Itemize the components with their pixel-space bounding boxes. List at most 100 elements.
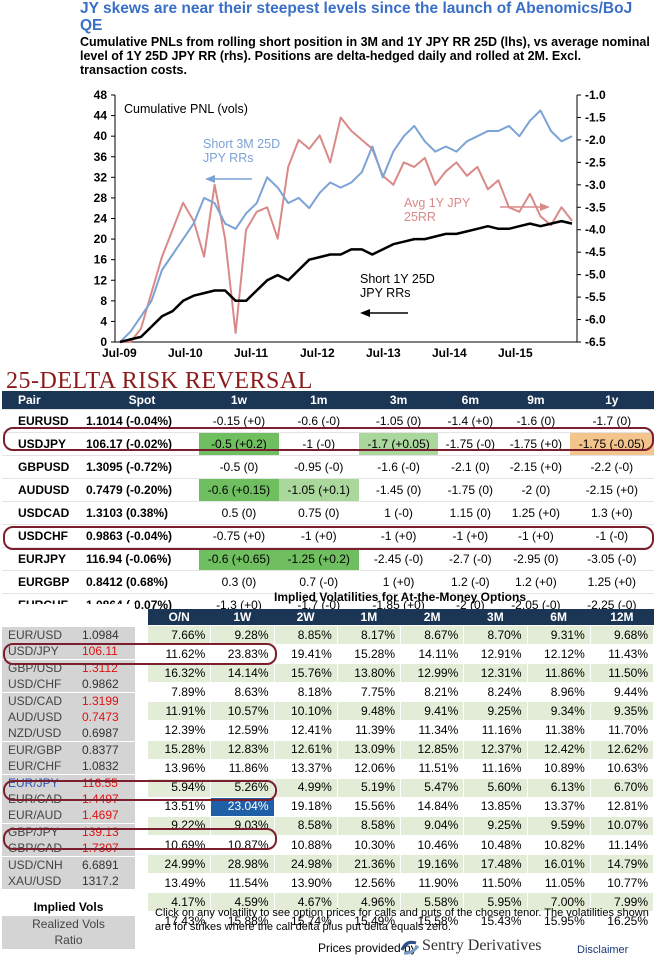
iv-cell[interactable]: 5.47%: [399, 777, 465, 798]
iv-pair-row[interactable]: GBP/USD 1.3112: [2, 659, 135, 676]
iv-cell[interactable]: 8.96%: [526, 682, 591, 703]
iv-cell[interactable]: 14.14%: [210, 663, 275, 684]
iv-cell[interactable]: 6.70%: [589, 777, 655, 798]
iv-cell[interactable]: 9.35%: [589, 701, 655, 722]
iv-cell[interactable]: 13.96%: [146, 758, 212, 779]
iv-cell[interactable]: 12.99%: [399, 663, 465, 684]
iv-cell[interactable]: 11.62%: [146, 644, 212, 665]
iv-cell[interactable]: 12.56%: [336, 873, 402, 894]
iv-cell[interactable]: 8.70%: [463, 624, 528, 646]
iv-cell[interactable]: 11.16%: [463, 758, 528, 779]
iv-pair-row[interactable]: EUR/CAD 1.4497: [2, 791, 135, 808]
iv-cell[interactable]: 5.26%: [210, 777, 275, 798]
rr-row-usdjpy[interactable]: USDJPY 106.17 (-0.02%) -0.5 (+0.2) -1 (-0) -…: [2, 432, 654, 456]
iv-cell[interactable]: 10.57%: [210, 701, 275, 722]
iv-cell[interactable]: 11.70%: [589, 720, 655, 741]
iv-cell[interactable]: 15.88%: [210, 911, 275, 932]
iv-cell[interactable]: 6.13%: [526, 777, 591, 798]
iv-cell[interactable]: 19.18%: [273, 796, 338, 817]
iv-pair-row[interactable]: USD/CHF 0.9862: [2, 676, 135, 693]
iv-cell[interactable]: 13.37%: [273, 758, 338, 779]
iv-cell[interactable]: 21.36%: [336, 854, 402, 875]
iv-cell[interactable]: 8.85%: [273, 624, 338, 646]
iv-cell[interactable]: 11.91%: [146, 701, 212, 722]
iv-cell[interactable]: 16.25%: [589, 911, 655, 932]
iv-cell[interactable]: 10.82%: [526, 835, 591, 856]
iv-cell[interactable]: 9.03%: [210, 815, 275, 837]
iv-cell[interactable]: 12.37%: [463, 739, 528, 760]
iv-cell[interactable]: 12.12%: [526, 644, 591, 665]
rr-row-usdcad[interactable]: USDCAD 1.3103 (0.38%) 0.5 (0) 0.75 (0) 1 (-0…: [2, 501, 654, 525]
iv-cell[interactable]: 11.54%: [210, 873, 275, 894]
iv-cell[interactable]: 12.41%: [273, 720, 338, 741]
iv-cell[interactable]: 8.21%: [399, 682, 465, 703]
iv-cell[interactable]: 19.16%: [399, 854, 465, 875]
iv-cell[interactable]: 15.76%: [273, 663, 338, 684]
iv-cell[interactable]: 9.44%: [589, 682, 655, 703]
iv-cell[interactable]: 9.48%: [336, 701, 402, 722]
iv-cell[interactable]: 11.38%: [526, 720, 591, 741]
iv-cell[interactable]: 15.49%: [336, 911, 402, 932]
iv-cell[interactable]: 12.85%: [399, 739, 465, 760]
iv-cell[interactable]: 4.59%: [210, 892, 275, 913]
iv-cell[interactable]: 11.86%: [210, 758, 275, 779]
iv-pair-row[interactable]: GBP/CAD 1.7307: [2, 840, 135, 857]
iv-cell[interactable]: 17.43%: [146, 911, 212, 932]
tab-ratio[interactable]: Ratio: [2, 932, 135, 949]
iv-cell[interactable]: 9.04%: [399, 815, 465, 837]
iv-cell[interactable]: 12.81%: [589, 796, 655, 817]
iv-pair-row[interactable]: AUD/USD 0.7473: [2, 709, 135, 726]
tab-realized-vols[interactable]: Realized Vols: [2, 915, 135, 932]
iv-cell[interactable]: 12.59%: [210, 720, 275, 741]
iv-cell[interactable]: 10.77%: [589, 873, 655, 894]
iv-cell[interactable]: 5.60%: [463, 777, 528, 798]
iv-cell[interactable]: 10.30%: [336, 835, 402, 856]
iv-cell[interactable]: 9.28%: [210, 624, 275, 646]
rr-row-usdchf[interactable]: USDCHF 0.9863 (-0.04%) -0.75 (+0) -1 (+0) -1…: [2, 524, 654, 548]
iv-cell[interactable]: 11.14%: [589, 835, 655, 856]
iv-cell[interactable]: 12.62%: [589, 739, 655, 760]
rr-row-gbpusd[interactable]: GBPUSD 1.3095 (-0.72%) -0.5 (0) -0.95 (-0) -…: [2, 455, 654, 479]
iv-pair-row[interactable]: EUR/AUD 1.4697: [2, 807, 135, 824]
iv-cell[interactable]: 10.69%: [146, 835, 212, 856]
iv-cell[interactable]: 16.32%: [146, 663, 212, 684]
iv-cell[interactable]: 10.48%: [463, 835, 528, 856]
iv-cell[interactable]: 11.43%: [589, 644, 655, 665]
iv-cell[interactable]: 5.95%: [463, 892, 528, 913]
iv-cell[interactable]: 11.86%: [526, 663, 591, 684]
iv-cell[interactable]: 4.17%: [146, 892, 212, 913]
iv-cell[interactable]: 11.39%: [336, 720, 402, 741]
iv-cell[interactable]: 15.28%: [336, 644, 402, 665]
iv-cell[interactable]: 9.68%: [589, 624, 655, 646]
iv-cell[interactable]: 7.89%: [146, 682, 212, 703]
iv-cell[interactable]: 8.58%: [336, 815, 402, 837]
iv-cell[interactable]: 4.99%: [273, 777, 338, 798]
iv-cell[interactable]: 4.67%: [273, 892, 338, 913]
iv-cell[interactable]: 13.90%: [273, 873, 338, 894]
iv-cell[interactable]: 14.84%: [399, 796, 465, 817]
tab-implied-vols[interactable]: Implied Vols: [2, 899, 135, 916]
iv-cell[interactable]: 13.80%: [336, 663, 402, 684]
rr-row-eurusd[interactable]: EURUSD 1.1014 (-0.04%) -0.15 (+0) -0.6 (-0)…: [2, 409, 654, 433]
iv-cell[interactable]: 16.01%: [526, 854, 591, 875]
iv-pair-row[interactable]: USD/CNH 6.6891: [2, 856, 135, 873]
iv-cell[interactable]: 10.07%: [589, 815, 655, 837]
iv-cell[interactable]: 12.91%: [463, 644, 528, 665]
iv-cell[interactable]: 15.56%: [336, 796, 402, 817]
iv-cell[interactable]: 12.42%: [526, 739, 591, 760]
iv-pair-row[interactable]: EUR/JPY 116.55: [2, 774, 135, 791]
iv-cell[interactable]: 8.18%: [273, 682, 338, 703]
iv-cell[interactable]: 10.87%: [210, 835, 275, 856]
disclaimer-link[interactable]: Disclaimer: [577, 944, 629, 956]
iv-cell[interactable]: 23.83%: [210, 644, 275, 665]
iv-cell[interactable]: 24.98%: [273, 854, 338, 875]
iv-cell[interactable]: 13.85%: [463, 796, 528, 817]
iv-cell[interactable]: 8.24%: [463, 682, 528, 703]
rr-row-audusd[interactable]: AUDUSD 0.7479 (-0.20%) -0.6 (+0.15) -1.05 (…: [2, 478, 654, 502]
iv-cell[interactable]: 12.39%: [146, 720, 212, 741]
iv-pair-row[interactable]: XAU/USD 1317.2: [2, 873, 135, 890]
iv-cell[interactable]: 12.06%: [336, 758, 402, 779]
iv-cell[interactable]: 11.16%: [463, 720, 528, 741]
iv-cell[interactable]: 28.98%: [210, 854, 275, 875]
iv-cell[interactable]: 8.58%: [273, 815, 338, 837]
